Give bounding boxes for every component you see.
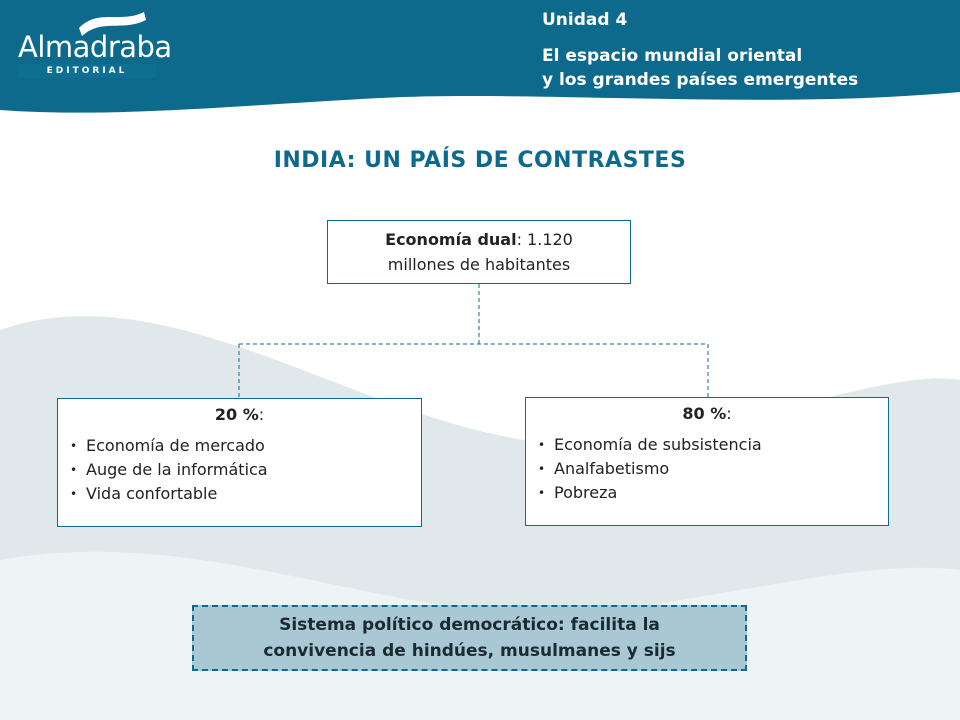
header-band: [0, 0, 960, 113]
page-title: INDIA: UN PAÍS DE CONTRASTES: [273, 148, 687, 173]
top-box: Economía dual: 1.120 millones de habitan…: [327, 220, 631, 284]
bottom-box-line2: convivencia de hindúes, musulmanes y sij…: [263, 641, 676, 661]
list-item: Vida confortable: [70, 482, 421, 506]
right-box-head-rest: :: [726, 404, 732, 423]
left-box-list: Economía de mercado Auge de la informáti…: [58, 434, 421, 506]
top-box-head-bold: Economía dual: [385, 230, 517, 249]
unit-label: Unidad 4: [542, 10, 628, 30]
left-box: 20 %: Economía de mercado Auge de la inf…: [57, 398, 422, 527]
logo-name: Almadraba: [18, 30, 172, 64]
list-item: Auge de la informática: [70, 458, 421, 482]
logo: Almadraba EDITORIAL: [14, 6, 172, 78]
left-box-head: 20 %:: [58, 405, 421, 424]
right-box-head-bold: 80 %: [682, 404, 727, 423]
top-box-head-rest: : 1.120: [516, 230, 573, 249]
unit-title-line1: El espacio mundial oriental: [542, 46, 803, 66]
list-item: Pobreza: [538, 481, 888, 505]
unit-title-line2: y los grandes países emergentes: [542, 70, 859, 90]
bottom-box-line1: Sistema político democrático: facilita l…: [279, 615, 660, 635]
bottom-box: Sistema político democrático: facilita l…: [192, 605, 747, 671]
right-box-list: Economía de subsistencia Analfabetismo P…: [526, 433, 888, 505]
left-box-head-bold: 20 %: [214, 405, 259, 424]
unit-title: El espacio mundial oriental y los grande…: [542, 44, 858, 92]
right-box-head: 80 %:: [526, 404, 888, 423]
list-item: Analfabetismo: [538, 457, 888, 481]
top-box-line2: millones de habitantes: [387, 255, 571, 274]
flag-icon: [79, 12, 146, 36]
right-box: 80 %: Economía de subsistencia Analfabet…: [525, 397, 889, 526]
list-item: Economía de subsistencia: [538, 433, 888, 457]
logo-sub: EDITORIAL: [18, 64, 156, 78]
left-box-head-rest: :: [258, 405, 265, 424]
list-item: Economía de mercado: [70, 434, 421, 458]
top-box-line1: Economía dual: 1.120: [328, 227, 630, 252]
